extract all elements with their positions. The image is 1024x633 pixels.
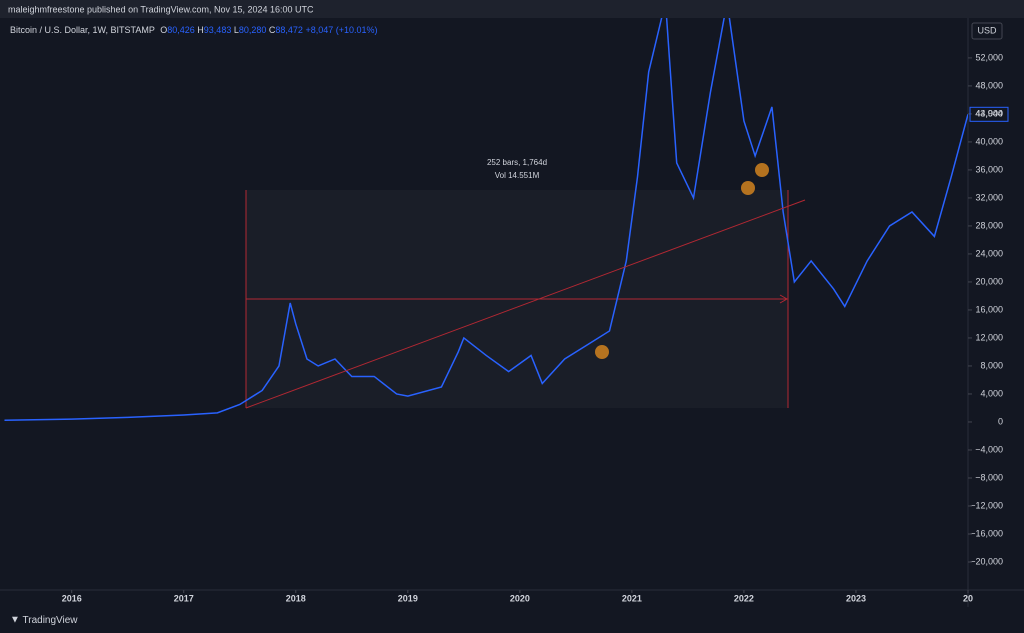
x-tick-label: 20 xyxy=(963,593,973,603)
x-tick-label: 2021 xyxy=(622,593,642,603)
low: 80,280 xyxy=(239,25,267,35)
x-tick-label: 2020 xyxy=(510,593,530,603)
measure-bars: 252 bars, 1,764d xyxy=(487,158,547,167)
marker xyxy=(595,345,609,359)
y-axis-label: USD xyxy=(977,25,997,35)
y-tick-label: −8,000 xyxy=(975,472,1003,482)
header-bar xyxy=(0,0,1024,18)
y-tick-label: 32,000 xyxy=(975,192,1003,202)
high: 93,483 xyxy=(204,25,232,35)
close-key: C xyxy=(269,25,276,35)
publisher: maleighmfreestone published on TradingVi… xyxy=(8,4,314,14)
x-tick-label: 2022 xyxy=(734,593,754,603)
x-tick-label: 2016 xyxy=(62,593,82,603)
y-tick-label: −16,000 xyxy=(970,528,1003,538)
y-tick-label: 16,000 xyxy=(975,304,1003,314)
symbol-line: Bitcoin / U.S. Dollar, 1W, BITSTAMP O80,… xyxy=(10,25,378,35)
marker xyxy=(741,181,755,195)
y-tick-label: 12,000 xyxy=(975,332,1003,342)
y-tick-label: 4,000 xyxy=(980,388,1003,398)
brand-name: TradingView xyxy=(23,615,79,626)
y-tick-label: 40,000 xyxy=(975,136,1003,146)
open: 80,426 xyxy=(167,25,195,35)
y-tick-label: 52,000 xyxy=(975,52,1003,62)
brand: ▼ TradingView xyxy=(10,615,78,626)
low-key: L xyxy=(234,25,239,35)
marker xyxy=(755,163,769,177)
last-price-label: 43,944 xyxy=(975,109,1003,119)
y-tick-label: −20,000 xyxy=(970,556,1003,566)
x-tick-label: 2017 xyxy=(174,593,194,603)
measure-volume: Vol 14.551M xyxy=(495,171,540,180)
high-key: H xyxy=(197,25,204,35)
last-price-box xyxy=(969,106,1009,122)
y-tick-label: 44,000 xyxy=(975,108,1003,118)
open-key: O xyxy=(160,25,167,35)
change: +8,047 (+10.01%) xyxy=(305,25,377,35)
y-tick-label: 8,000 xyxy=(980,360,1003,370)
x-tick-label: 2023 xyxy=(846,593,866,603)
currency-box[interactable] xyxy=(971,22,1003,40)
symbol-name: Bitcoin / U.S. Dollar, 1W, BITSTAMP xyxy=(10,25,155,35)
close: 88,472 xyxy=(275,25,303,35)
x-tick-label: 2018 xyxy=(286,593,306,603)
x-tick-label: 2019 xyxy=(398,593,418,603)
y-tick-label: 0 xyxy=(998,416,1003,426)
y-tick-label: 48,000 xyxy=(975,80,1003,90)
y-tick-label: 20,000 xyxy=(975,276,1003,286)
y-tick-label: −12,000 xyxy=(970,500,1003,510)
trend-line xyxy=(245,199,806,409)
y-tick-label: 36,000 xyxy=(975,164,1003,174)
plot xyxy=(4,18,968,421)
arrow-head xyxy=(779,294,789,304)
y-tick-label: −4,000 xyxy=(975,444,1003,454)
y-tick-label: 24,000 xyxy=(975,248,1003,258)
price-line xyxy=(4,18,968,421)
y-tick-label: 28,000 xyxy=(975,220,1003,230)
